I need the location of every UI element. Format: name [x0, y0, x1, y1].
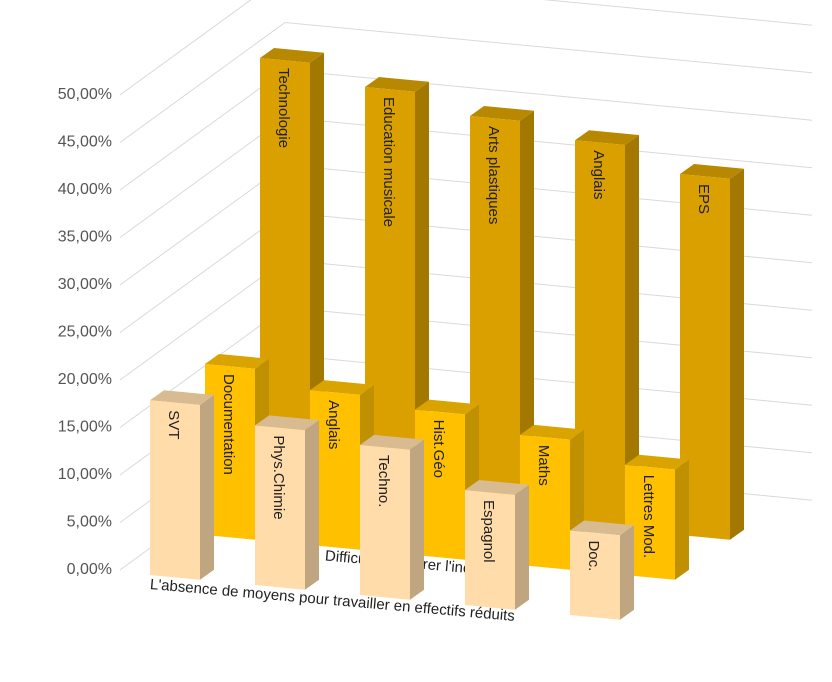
bar-top	[415, 399, 479, 415]
bar	[150, 400, 200, 580]
bar-side	[730, 168, 744, 540]
bar-side	[200, 394, 214, 580]
bar-side	[410, 439, 424, 600]
bar	[205, 364, 255, 540]
y-tick-label: 30,00%	[58, 276, 112, 293]
bar-top	[255, 415, 319, 431]
bar-top	[575, 130, 639, 146]
y-tick-label: 5,00%	[67, 514, 112, 531]
grid-line	[119, 0, 813, 96]
y-tick-label: 10,00%	[58, 466, 112, 483]
bar-label: EPS	[695, 184, 712, 214]
y-tick-label: 50,00%	[58, 86, 112, 103]
bar-top	[520, 424, 584, 440]
bar-top	[310, 380, 374, 395]
bar-label: Techno.	[375, 455, 392, 508]
bar	[360, 444, 410, 600]
bar-top	[205, 354, 269, 369]
bar-top	[260, 48, 324, 63]
bar	[575, 140, 625, 530]
bar-side	[520, 110, 534, 520]
bar-top	[465, 480, 529, 495]
bar-top	[365, 77, 429, 92]
bar-top	[150, 390, 214, 405]
bar	[415, 409, 465, 560]
bar-label: Anglais	[590, 150, 607, 199]
y-tick-label: 0,00%	[67, 561, 112, 578]
bar-side	[515, 484, 529, 610]
bar-top	[360, 434, 424, 450]
bar-side	[675, 459, 689, 580]
bar	[625, 464, 675, 580]
y-tick-label: 45,00%	[58, 134, 112, 151]
bar-label: Hist.Géo	[430, 420, 447, 478]
bar-top	[625, 454, 689, 470]
y-tick-label: 20,00%	[58, 371, 112, 388]
bar-label: Espagnol	[480, 500, 497, 563]
bar-top	[680, 164, 744, 179]
bar	[520, 434, 570, 570]
bar	[680, 174, 730, 540]
bar	[470, 116, 520, 520]
bar	[255, 425, 305, 590]
bar-label: Arts plastiques	[485, 126, 502, 224]
bar	[310, 390, 360, 550]
bar-label: Anglais	[325, 400, 342, 449]
bar	[465, 490, 515, 610]
bar-side	[620, 525, 634, 620]
bar-label: Lettres Mod.	[640, 475, 657, 558]
bar	[260, 58, 310, 500]
y-tick-label: 35,00%	[58, 229, 112, 246]
bar-label: Documentation	[220, 374, 237, 475]
grid-line	[119, 21, 813, 143]
bar-label: Phys.Chimie	[270, 435, 287, 519]
y-tick-label: 15,00%	[58, 419, 112, 436]
bar-label: Doc.	[585, 540, 602, 571]
bar-side	[625, 135, 639, 530]
bar-label: Education musicale	[380, 97, 397, 227]
bar-label: SVT	[165, 410, 182, 439]
y-tick-label: 40,00%	[58, 181, 112, 198]
bar-top	[470, 106, 534, 121]
bar-label: Technologie	[275, 68, 292, 148]
bar-side	[305, 420, 319, 590]
series-label: L'absence de moyens pour travailler en e…	[149, 576, 515, 625]
bar-label: Maths	[535, 445, 552, 486]
bar	[365, 87, 415, 510]
bar	[570, 530, 620, 620]
bar-top	[570, 520, 634, 536]
y-tick-label: 25,00%	[58, 324, 112, 341]
